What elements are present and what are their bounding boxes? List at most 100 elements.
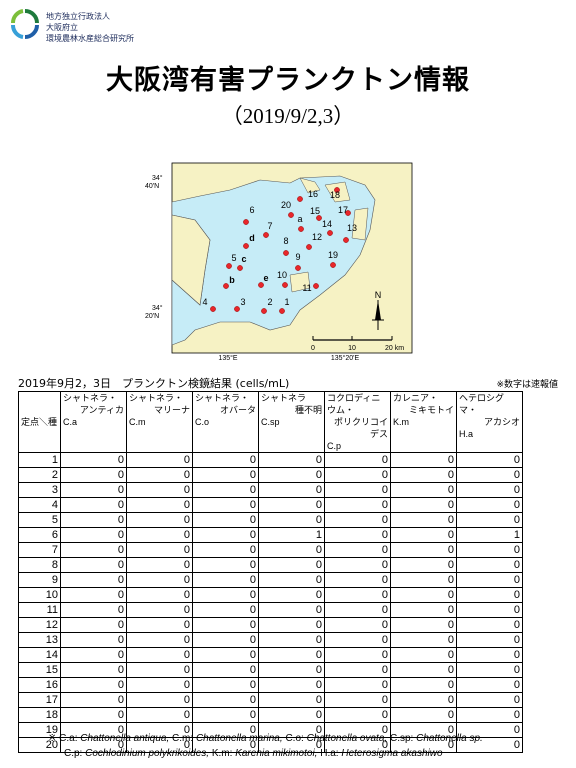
cell-count: 0 — [60, 587, 127, 603]
abbr: C.o: — [285, 733, 304, 744]
latitude-label: 20'N — [145, 313, 159, 320]
cell-count: 0 — [456, 632, 523, 648]
cell-count: 0 — [258, 662, 325, 678]
species: Chattonella sp. — [416, 733, 483, 744]
cell-count: 0 — [126, 692, 193, 708]
cell-count: 0 — [192, 482, 259, 498]
station-dot — [279, 308, 285, 314]
cell-count: 0 — [60, 497, 127, 513]
cell-count: 0 — [126, 602, 193, 618]
cell-count: 0 — [60, 482, 127, 498]
station-number: 2 — [18, 467, 61, 483]
station-dot — [316, 215, 322, 221]
station-label: 5 — [231, 253, 236, 263]
cell-count: 0 — [60, 632, 127, 648]
cell-count: 0 — [324, 602, 391, 618]
cell-count: 0 — [60, 557, 127, 573]
cell-count: 0 — [456, 602, 523, 618]
cell-count: 0 — [390, 542, 457, 558]
species-name: シャトネラ — [261, 393, 307, 403]
station-dot — [237, 265, 243, 271]
cell-count: 0 — [192, 707, 259, 723]
cell-count: 0 — [258, 602, 325, 618]
station-dot — [288, 212, 294, 218]
table-row: 13 0 0 0 0 0 0 0 — [18, 632, 523, 648]
cell-count: 0 — [456, 572, 523, 588]
station-number: 11 — [18, 602, 61, 618]
species-abbr: H.a — [459, 429, 474, 439]
species-name: マリーナ — [153, 405, 190, 415]
species: Cochlodinium polykrikoides, — [85, 748, 210, 759]
logo — [10, 9, 39, 39]
abbr: H.a: — [320, 748, 339, 759]
cell-count: 0 — [126, 677, 193, 693]
station-number: 6 — [18, 527, 61, 543]
cell-count: 0 — [324, 557, 391, 573]
species-abbr: C.o — [195, 417, 210, 427]
station-label: 14 — [322, 219, 332, 229]
table-row: 11 0 0 0 0 0 0 0 — [18, 602, 523, 618]
cell-count: 0 — [60, 572, 127, 588]
cell-count: 0 — [192, 467, 259, 483]
cell-count: 0 — [60, 647, 127, 663]
cell-count: 0 — [258, 617, 325, 633]
species: Chattonella antiqua, — [80, 733, 170, 744]
species-abbr: C.sp — [261, 417, 280, 427]
abbr: C.sp: — [389, 733, 414, 744]
cell-count: 0 — [192, 527, 259, 543]
cell-count: 0 — [456, 512, 523, 528]
cell-count: 0 — [60, 677, 127, 693]
species: Chattonella ovata, — [306, 733, 388, 744]
station-dot — [226, 263, 232, 269]
cell-count: 0 — [456, 557, 523, 573]
column-header: カレニア・ ミキモトイ K.m — [390, 391, 457, 453]
cell-count: 0 — [192, 452, 259, 468]
cell-count: 0 — [324, 497, 391, 513]
cell-count: 0 — [324, 617, 391, 633]
cell-count: 0 — [324, 662, 391, 678]
cell-count: 0 — [126, 632, 193, 648]
cell-count: 0 — [192, 632, 259, 648]
results-table: 定点＼種 シャトネラ・ アンティカ C.a シャトネラ・ マリーナ C.m シャトネラ・ オバー… — [18, 391, 523, 753]
station-label: 6 — [249, 205, 254, 215]
station-label: 20 — [281, 200, 291, 210]
cell-count: 0 — [258, 587, 325, 603]
station-label: 16 — [308, 189, 318, 199]
latitude-label: 40'N — [145, 183, 159, 190]
cell-count: 0 — [192, 647, 259, 663]
cell-count: 0 — [258, 707, 325, 723]
cell-count: 0 — [456, 497, 523, 513]
column-header: シャトネラ・ アンティカ C.a — [60, 391, 127, 453]
column-header: ヘテロシグマ・ アカシオ H.a — [456, 391, 523, 453]
station-dot — [343, 237, 349, 243]
column-header: シャトネラ・ オバータ C.o — [192, 391, 259, 453]
cell-count: 0 — [456, 692, 523, 708]
org-line: 地方独立行政法人 — [46, 12, 110, 21]
cell-count: 0 — [390, 707, 457, 723]
footnote: ※ C.a: Chattonella antiqua, C.m: Chatton… — [48, 731, 483, 761]
cell-count: 0 — [390, 602, 457, 618]
org-line: 大阪府立 — [46, 23, 78, 32]
station-label: 12 — [312, 232, 322, 242]
station-number: 18 — [18, 707, 61, 723]
station-label: c — [241, 254, 246, 264]
table-caption: 2019年9月2，3日 プランクトン検鏡結果 (cells/mL) — [18, 377, 290, 390]
cell-count: 0 — [126, 587, 193, 603]
cell-count: 0 — [390, 647, 457, 663]
table-row: 14 0 0 0 0 0 0 0 — [18, 647, 523, 663]
station-dot — [297, 196, 303, 202]
cell-count: 0 — [126, 647, 193, 663]
table-row: 17 0 0 0 0 0 0 0 — [18, 692, 523, 708]
cell-count: 0 — [258, 512, 325, 528]
cell-count: 1 — [258, 527, 325, 543]
station-label: d — [249, 233, 255, 243]
cell-count: 0 — [258, 632, 325, 648]
cell-count: 0 — [192, 572, 259, 588]
station-label: 13 — [347, 223, 357, 233]
cell-count: 0 — [258, 467, 325, 483]
cell-count: 0 — [456, 677, 523, 693]
cell-count: 0 — [390, 677, 457, 693]
table-row: 12 0 0 0 0 0 0 0 — [18, 617, 523, 633]
